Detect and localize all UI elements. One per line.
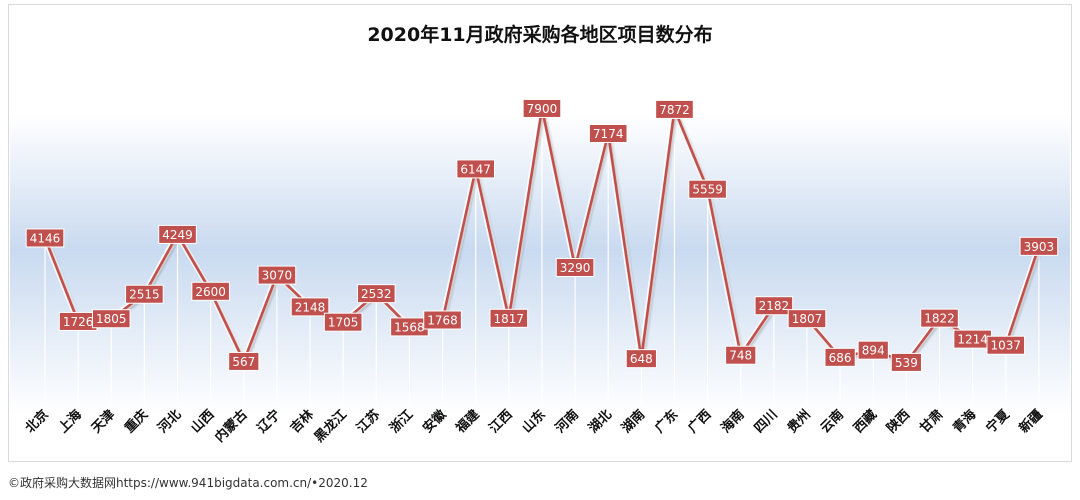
data-label: 2515 xyxy=(125,284,164,304)
data-label: 3290 xyxy=(555,257,595,277)
data-label: 1822 xyxy=(920,308,959,328)
data-label-box xyxy=(920,308,959,328)
data-label-text: 648 xyxy=(630,352,653,366)
data-label-text: 1822 xyxy=(924,312,955,326)
data-label: 648 xyxy=(625,349,657,369)
data-label: 2182 xyxy=(754,296,794,316)
drop-lines xyxy=(44,116,1040,403)
data-label-text: 894 xyxy=(862,344,885,358)
data-label-box xyxy=(688,179,727,199)
data-label-text: 3290 xyxy=(560,261,591,275)
data-label-box xyxy=(986,335,1026,355)
data-label: 6147 xyxy=(456,159,495,179)
data-label-box xyxy=(456,159,495,179)
data-label-text: 1214 xyxy=(957,333,988,347)
data-label: 2532 xyxy=(357,284,396,304)
data-label-box xyxy=(655,99,694,119)
data-label-text: 2182 xyxy=(759,299,790,313)
data-label-text: 2515 xyxy=(129,288,160,302)
data-label-text: 6147 xyxy=(460,162,491,176)
data-label-text: 7872 xyxy=(659,103,690,117)
data-label: 3903 xyxy=(1019,236,1059,256)
data-label-text: 3903 xyxy=(1024,240,1055,254)
data-label-text: 1037 xyxy=(990,339,1021,353)
data-label: 7872 xyxy=(655,99,694,119)
data-label-text: 2532 xyxy=(361,287,392,301)
data-label-text: 1768 xyxy=(427,314,458,328)
data-label-box xyxy=(191,281,230,301)
data-label-box xyxy=(787,309,827,329)
data-label-text: 3070 xyxy=(262,269,293,283)
data-label-text: 539 xyxy=(895,356,918,370)
data-label-text: 4146 xyxy=(30,231,61,245)
data-label: 1805 xyxy=(91,309,131,329)
data-label: 1817 xyxy=(489,308,529,328)
data-label: 686 xyxy=(824,347,856,367)
data-label-text: 1807 xyxy=(792,312,823,326)
data-label-text: 1568 xyxy=(394,320,425,334)
data-label: 1807 xyxy=(787,309,827,329)
data-label-text: 7900 xyxy=(527,102,558,116)
data-label: 3070 xyxy=(257,265,297,285)
data-label-box xyxy=(228,351,260,371)
data-label-text: 1705 xyxy=(328,316,359,330)
data-label-text: 1805 xyxy=(96,312,127,326)
data-label-box xyxy=(725,345,757,365)
data-label-box xyxy=(1019,236,1059,256)
data-label: 1705 xyxy=(323,312,363,332)
data-label: 567 xyxy=(228,351,260,371)
data-label-text: 686 xyxy=(829,351,852,365)
data-label-box xyxy=(555,257,595,277)
data-label-box xyxy=(824,347,856,367)
data-label-box xyxy=(588,123,628,143)
data-label-text: 1817 xyxy=(494,312,525,326)
data-label-box xyxy=(423,310,462,330)
data-label: 4249 xyxy=(158,224,197,244)
data-label-box xyxy=(890,352,922,372)
chart-title: 2020年11月政府采购各地区项目数分布 xyxy=(367,23,712,46)
data-label-box xyxy=(25,228,65,248)
data-label-text: 567 xyxy=(232,355,255,369)
data-label: 1768 xyxy=(423,310,462,330)
footer-credit: ©政府采购大数据网https://www.941bigdata.com.cn/•… xyxy=(8,476,368,490)
data-label-box xyxy=(857,340,889,360)
data-label-text: 7174 xyxy=(593,127,624,141)
data-label-box xyxy=(754,296,794,316)
data-label-box xyxy=(91,309,131,329)
data-label-text: 2148 xyxy=(295,300,326,314)
data-label: 1037 xyxy=(986,335,1026,355)
data-label: 5559 xyxy=(688,179,727,199)
data-label-box xyxy=(522,98,562,118)
data-label: 2148 xyxy=(290,297,330,317)
data-label-box xyxy=(489,308,529,328)
data-label: 4146 xyxy=(25,228,65,248)
data-label: 1726 xyxy=(58,311,98,331)
data-label: 894 xyxy=(857,340,889,360)
data-label-text: 2600 xyxy=(195,285,226,299)
data-label-text: 748 xyxy=(729,349,752,363)
data-label: 1214 xyxy=(953,329,992,349)
data-label: 7900 xyxy=(522,98,562,118)
data-label-text: 5559 xyxy=(692,183,723,197)
data-label: 748 xyxy=(725,345,757,365)
data-label-box xyxy=(290,297,330,317)
data-label-box xyxy=(625,349,657,369)
data-label-box xyxy=(257,265,297,285)
data-label: 7174 xyxy=(588,123,628,143)
data-label-box xyxy=(323,312,363,332)
data-label-text: 4249 xyxy=(162,228,193,242)
data-label: 539 xyxy=(890,352,922,372)
data-label-text: 1726 xyxy=(63,315,94,329)
data-label: 2600 xyxy=(191,281,230,301)
data-label: 1568 xyxy=(390,317,429,337)
data-label-box xyxy=(158,224,197,244)
data-label-box xyxy=(125,284,164,304)
data-label-box xyxy=(357,284,396,304)
chart-frame: 2020年11月政府采购各地区项目数分布 4146 1726 1805 2515 424… xyxy=(8,4,1072,462)
